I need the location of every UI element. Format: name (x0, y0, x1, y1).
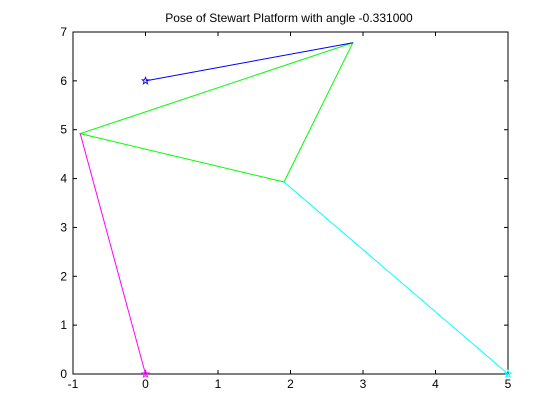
y-tick-label: 1 (60, 318, 67, 332)
anchor-star-marker (503, 369, 513, 378)
series-line-2 (79, 133, 146, 375)
anchor-star-marker (140, 369, 151, 378)
x-tick-label: 4 (432, 377, 439, 391)
series-line-0 (78, 41, 354, 183)
x-tick-label: -1 (68, 377, 79, 391)
x-tick-label: 2 (287, 377, 294, 391)
chart-title: Pose of Stewart Platform with angle -0.3… (165, 11, 413, 25)
y-tick-label: 5 (60, 123, 67, 137)
markers-layer (140, 75, 513, 378)
x-tick-label: 5 (505, 377, 512, 391)
axes-box (72, 31, 509, 375)
y-tick-label: 0 (60, 367, 67, 381)
series-layer (78, 41, 509, 375)
y-tick-label: 2 (60, 269, 67, 283)
y-tick-label: 3 (60, 220, 67, 234)
y-tick-label: 7 (60, 25, 67, 39)
anchor-star-marker (140, 75, 151, 85)
x-tick-label: 0 (142, 377, 149, 391)
series-line-1 (145, 42, 353, 82)
series-line-3 (283, 181, 509, 375)
y-tick-label: 6 (60, 74, 67, 88)
x-tick-label: 3 (360, 377, 367, 391)
x-tick-label: 1 (215, 377, 222, 391)
y-tick-label: 4 (60, 172, 67, 186)
